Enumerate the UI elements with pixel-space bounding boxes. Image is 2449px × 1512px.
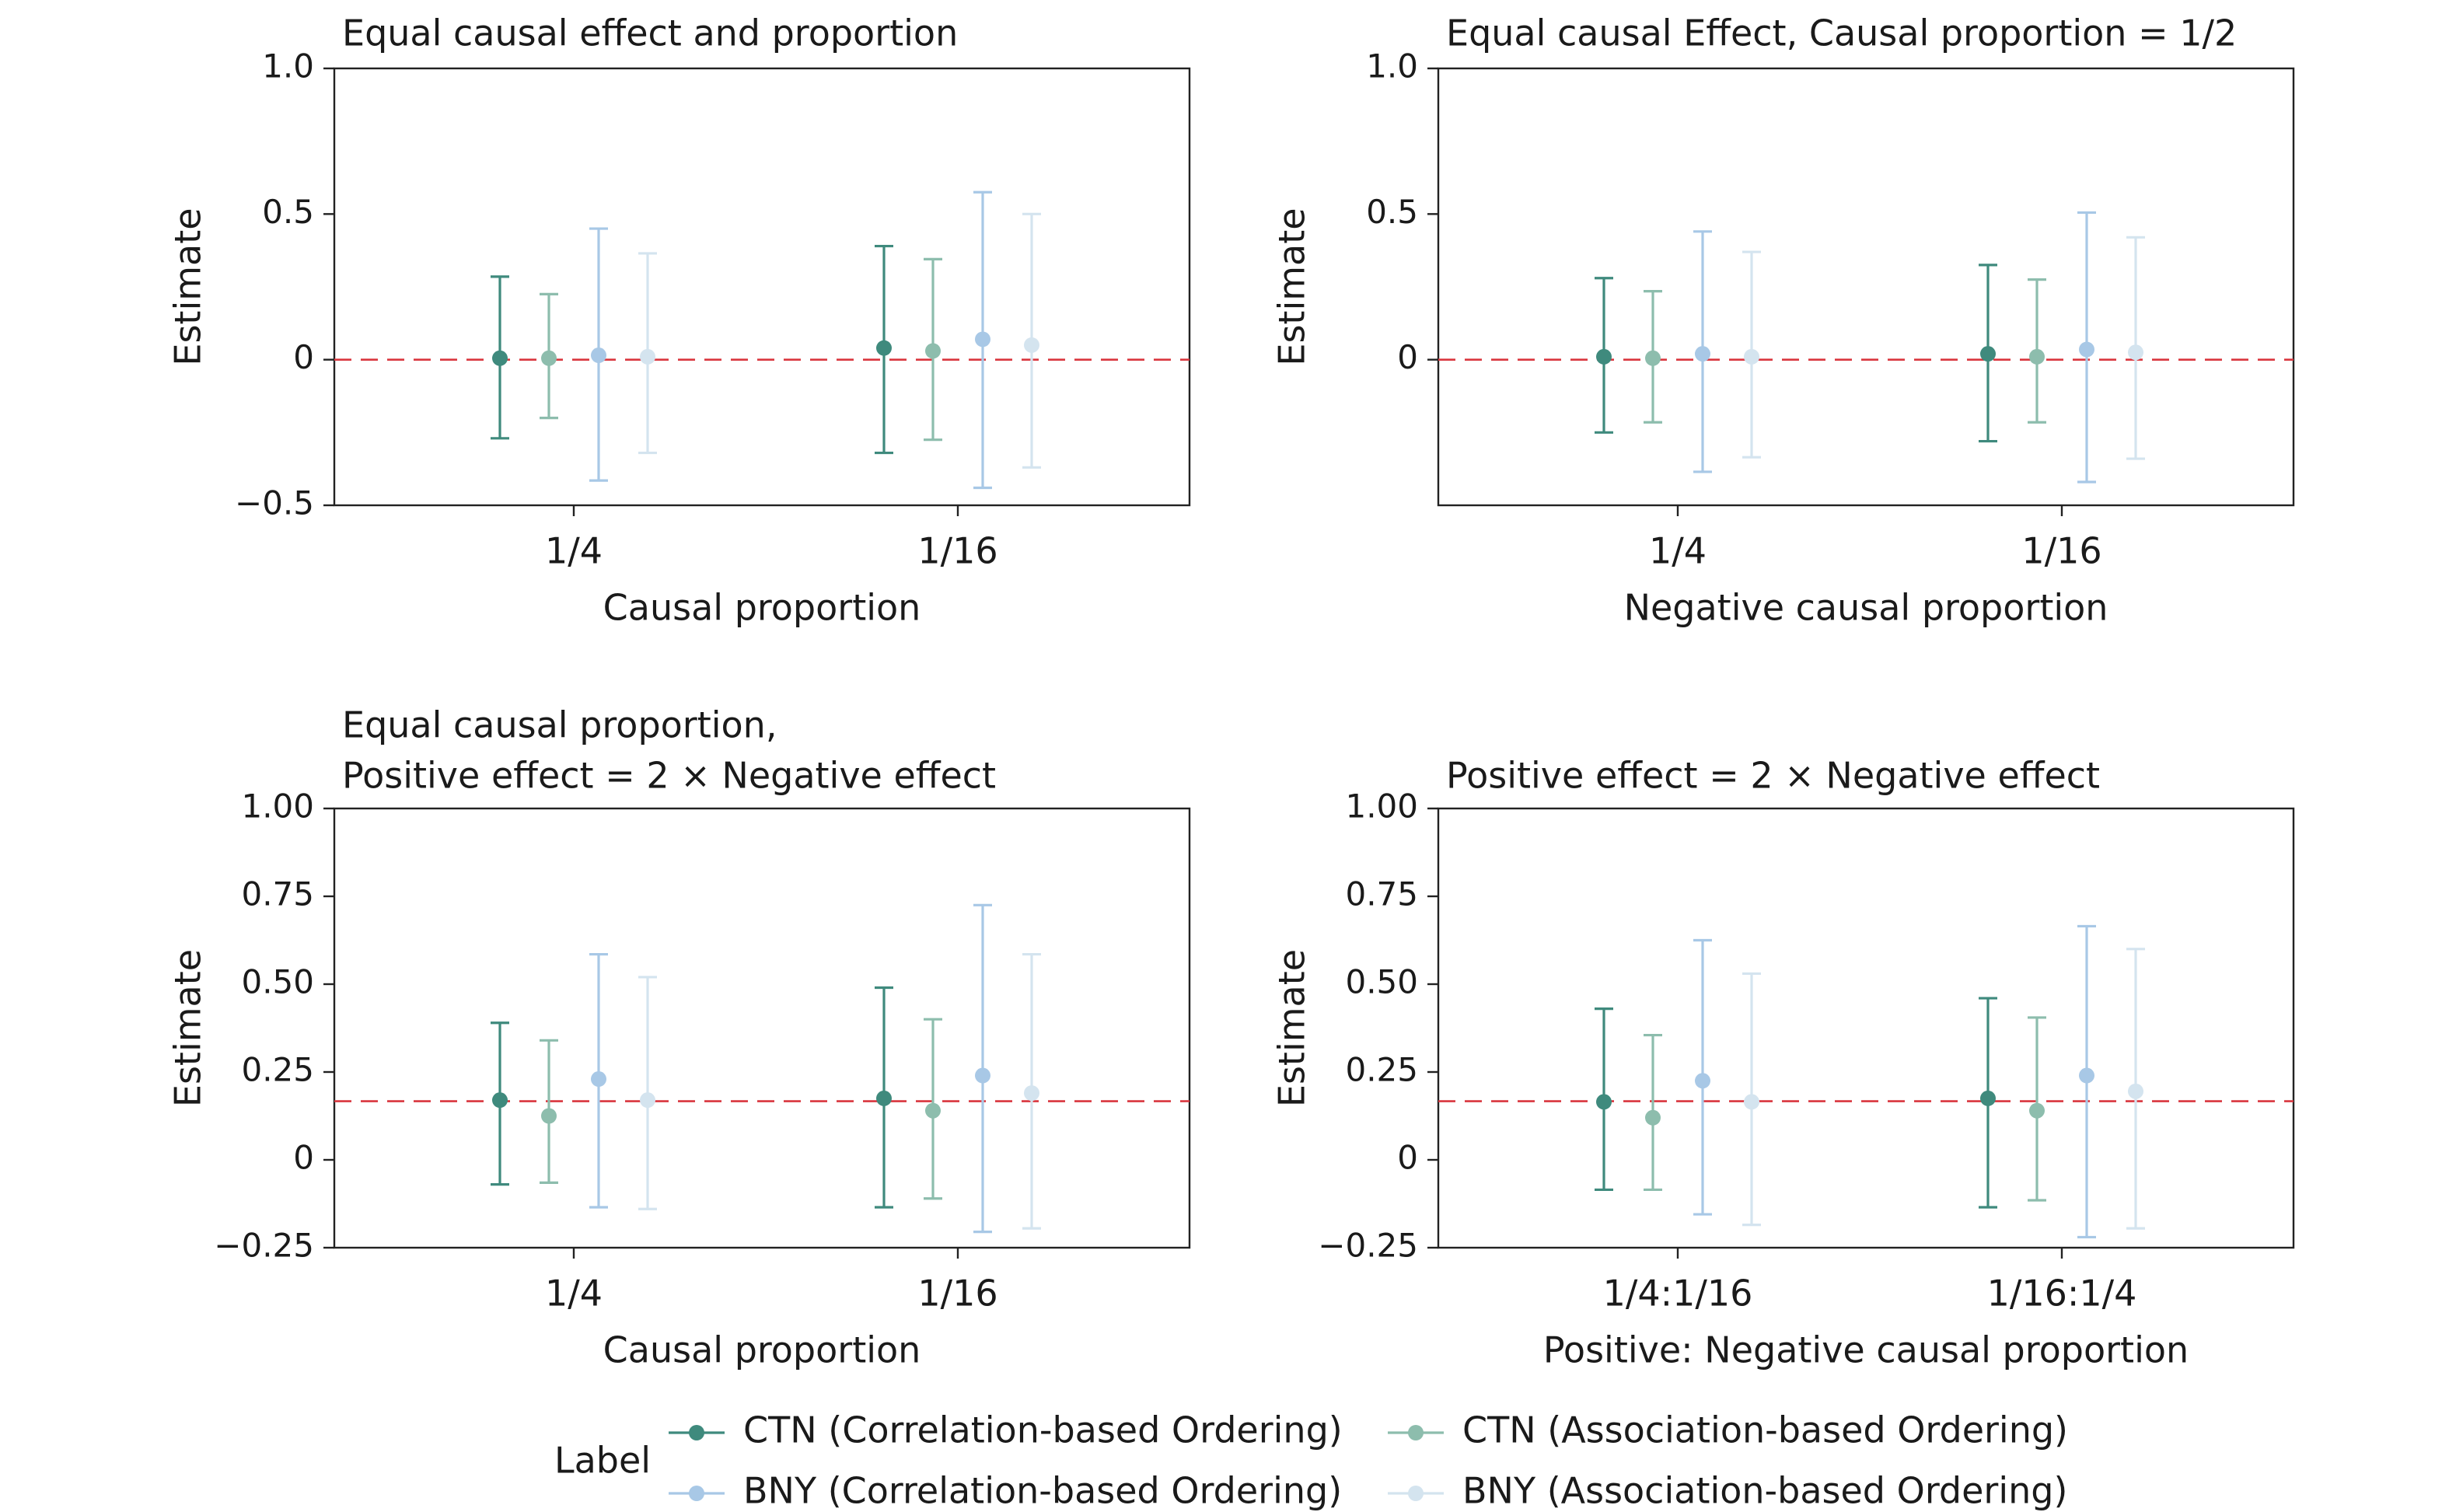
y-tick-label: 0	[1397, 338, 1418, 376]
y-tick-label: 1.0	[262, 47, 314, 86]
legend: Label CTN (Correlation-based Ordering) CTN…	[554, 1409, 2068, 1512]
y-tick-label: 0.25	[1345, 1051, 1418, 1089]
x-axis-label: Negative causal proportion	[1624, 587, 2108, 629]
data-point	[1695, 1073, 1710, 1089]
legend-item: CTN (Association-based Ordering)	[1388, 1409, 2068, 1451]
y-tick-label: 0.50	[241, 963, 314, 1001]
data-point	[925, 343, 941, 359]
x-tick-label: 1/16	[2021, 530, 2101, 572]
y-tick-label: 0.50	[1345, 963, 1418, 1001]
data-point	[1744, 348, 1759, 365]
x-tick-label: 1/16	[917, 530, 997, 572]
data-point	[1596, 348, 1612, 365]
data-point	[1744, 1094, 1759, 1110]
data-point	[1645, 350, 1661, 366]
x-axis-label: Causal proportion	[603, 1329, 921, 1371]
y-tick-label: −0.5	[235, 484, 314, 522]
y-tick-label: 0.25	[241, 1051, 314, 1089]
y-tick-label: 0	[1397, 1139, 1418, 1177]
data-point	[640, 1092, 655, 1109]
y-tick-label: 0.75	[241, 875, 314, 913]
data-point	[2128, 344, 2143, 361]
legend-item: CTN (Correlation-based Ordering)	[669, 1409, 1343, 1451]
chart-panel-2: Equal causal Effect, Causal proportion =…	[1271, 12, 2295, 629]
chart-panel-1: Equal causal effect and proportion −0.5 0 0…	[167, 12, 1191, 629]
data-point	[975, 1067, 990, 1084]
legend-swatch-marker	[1408, 1425, 1424, 1440]
y-axis-label: Estimate	[1271, 949, 1313, 1107]
x-tick-label: 1/16:1/4	[1987, 1273, 2137, 1315]
legend-item: BNY (Correlation-based Ordering)	[669, 1470, 1342, 1512]
legend-label: BNY (Correlation-based Ordering)	[743, 1470, 1342, 1512]
x-tick-label: 1/4	[1649, 530, 1707, 572]
y-tick-label: 0.5	[1366, 193, 1418, 231]
data-point	[591, 347, 606, 364]
chart-title: Equal causal proportion,	[342, 704, 777, 746]
data-point	[2079, 1067, 2094, 1084]
y-axis-label: Estimate	[167, 208, 209, 365]
data-point	[2029, 1102, 2045, 1119]
data-point	[1596, 1094, 1612, 1110]
data-point	[2029, 348, 2045, 365]
data-point	[975, 331, 990, 347]
legend-label: CTN (Correlation-based Ordering)	[743, 1409, 1343, 1451]
y-tick-label: 0	[293, 338, 314, 376]
chart-title: Positive effect = 2 × Negative effect	[342, 755, 996, 797]
legend-title: Label	[554, 1440, 651, 1482]
y-tick-label: −0.25	[214, 1227, 314, 1265]
chart-title: Positive effect = 2 × Negative effect	[1446, 755, 2100, 797]
legend-label: CTN (Association-based Ordering)	[1462, 1409, 2068, 1451]
x-axis-label: Positive: Negative causal proportion	[1543, 1329, 2189, 1371]
plot-frame	[1437, 807, 2295, 1249]
data-point	[492, 1092, 508, 1109]
data-point	[640, 348, 655, 365]
legend-item: BNY (Association-based Ordering)	[1388, 1470, 2067, 1512]
legend-swatch-marker	[689, 1486, 704, 1501]
y-tick-label: 1.00	[241, 787, 314, 826]
chart-title: Equal causal effect and proportion	[342, 12, 958, 54]
y-tick-label: −0.25	[1318, 1227, 1418, 1265]
y-tick-label: 1.00	[1345, 787, 1418, 826]
data-point	[591, 1071, 606, 1088]
data-point	[1695, 346, 1710, 362]
legend-swatch-marker	[1408, 1486, 1424, 1501]
data-point	[1024, 337, 1039, 353]
plot-frame	[333, 67, 1191, 507]
chart-panel-4: Positive effect = 2 × Negative effect −0.…	[1271, 755, 2295, 1371]
data-point	[1980, 1090, 1996, 1106]
x-tick-label: 1/4:1/16	[1603, 1273, 1753, 1315]
data-point	[492, 350, 508, 366]
data-point	[876, 1090, 892, 1106]
legend-label: BNY (Association-based Ordering)	[1462, 1470, 2067, 1512]
y-axis-label: Estimate	[167, 949, 209, 1107]
y-tick-label: 1.0	[1366, 47, 1418, 86]
x-tick-label: 1/4	[545, 530, 603, 572]
y-axis-label: Estimate	[1271, 208, 1313, 365]
data-point	[925, 1102, 941, 1119]
chart-panel-3: Equal causal proportion, Positive effect …	[167, 704, 1191, 1371]
data-point	[2128, 1083, 2143, 1099]
data-point	[1645, 1109, 1661, 1126]
y-tick-label: 0	[293, 1139, 314, 1177]
data-point	[541, 350, 557, 366]
x-tick-label: 1/4	[545, 1273, 603, 1315]
data-point	[2079, 341, 2094, 358]
y-tick-label: 0.5	[262, 193, 314, 231]
data-point	[876, 340, 892, 356]
plot-frame	[1437, 67, 2295, 507]
x-tick-label: 1/16	[917, 1273, 997, 1315]
legend-swatch-marker	[689, 1425, 704, 1440]
chart-title: Equal causal Effect, Causal proportion =…	[1446, 12, 2237, 54]
y-tick-label: 0.75	[1345, 875, 1418, 913]
data-point	[1024, 1085, 1039, 1102]
x-axis-label: Causal proportion	[603, 587, 921, 629]
plot-frame	[333, 807, 1191, 1249]
data-point	[1980, 346, 1996, 362]
data-point	[541, 1108, 557, 1124]
